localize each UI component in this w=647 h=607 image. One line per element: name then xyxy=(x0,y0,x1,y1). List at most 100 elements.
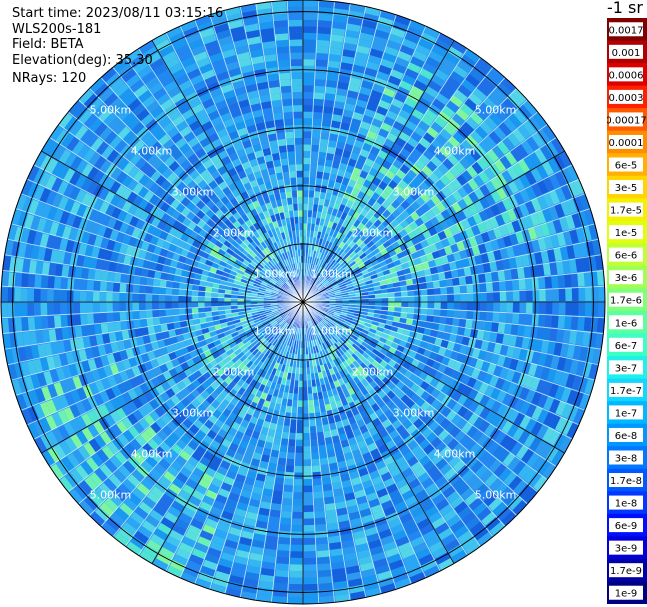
beta-cell xyxy=(218,444,229,455)
beta-cell xyxy=(241,230,249,239)
ray-separator xyxy=(302,301,427,579)
beta-cell xyxy=(510,324,519,336)
beta-cell xyxy=(87,324,96,336)
beta-cell xyxy=(396,237,406,246)
beta-cell xyxy=(434,257,443,266)
beta-cell xyxy=(272,490,284,498)
beta-cell xyxy=(484,454,497,469)
beta-cell xyxy=(202,559,218,571)
beta-cell xyxy=(192,313,200,320)
beta-cell xyxy=(336,357,343,365)
beta-cell xyxy=(218,236,227,245)
beta-cell xyxy=(431,344,441,354)
beta-cell xyxy=(411,506,425,518)
beta-cell xyxy=(372,227,381,236)
beta-cell xyxy=(415,489,429,501)
beta-cell xyxy=(408,478,421,490)
beta-cell xyxy=(153,271,162,280)
beta-cell xyxy=(401,334,410,342)
beta-cell xyxy=(352,64,365,74)
beta-cell xyxy=(421,302,428,309)
ray-separator xyxy=(7,301,304,366)
beta-cell xyxy=(345,381,353,390)
beta-cell xyxy=(385,439,396,450)
beta-cell xyxy=(395,114,408,126)
beta-cell xyxy=(515,231,525,244)
beta-cell xyxy=(343,42,357,52)
beta-cell xyxy=(501,379,512,392)
beta-cell xyxy=(58,149,72,165)
beta-cell xyxy=(33,185,45,201)
beta-cell xyxy=(356,45,370,55)
beta-cell xyxy=(179,450,192,462)
beta-cell xyxy=(314,317,320,324)
beta-cell xyxy=(360,225,369,234)
beta-cell xyxy=(461,421,473,434)
ray-separator xyxy=(100,77,304,303)
beta-cell xyxy=(538,276,546,289)
ray-separator xyxy=(26,178,304,303)
beta-cell xyxy=(222,545,237,556)
beta-cell xyxy=(376,23,392,34)
beta-cell xyxy=(234,555,249,566)
beta-cell xyxy=(447,294,454,302)
beta-cell xyxy=(364,436,375,446)
beta-cell xyxy=(237,208,246,217)
beta-cell xyxy=(137,186,149,199)
beta-cell xyxy=(260,283,267,288)
beta-cell xyxy=(461,374,471,385)
beta-cell xyxy=(391,321,400,328)
beta-cell xyxy=(119,502,134,517)
beta-cell xyxy=(401,307,408,313)
beta-cell xyxy=(272,595,288,604)
beta-cell xyxy=(525,185,537,200)
beta-cell xyxy=(468,92,483,107)
beta-cell xyxy=(464,438,477,451)
beta-cell xyxy=(178,282,187,290)
beta-cell xyxy=(512,426,525,441)
beta-cell xyxy=(358,555,373,566)
beta-cell xyxy=(481,511,497,526)
beta-cell xyxy=(329,541,342,550)
beta-cell xyxy=(64,152,77,168)
beta-cell xyxy=(226,498,239,508)
beta-cell xyxy=(366,240,375,248)
beta-cell xyxy=(271,368,278,376)
beta-cell xyxy=(200,358,210,367)
beta-cell xyxy=(476,82,492,97)
beta-cell xyxy=(162,241,171,251)
beta-cell xyxy=(352,449,362,458)
beta-cell xyxy=(331,282,338,287)
beta-cell xyxy=(322,172,330,180)
beta-cell xyxy=(349,379,357,388)
beta-cell xyxy=(184,296,192,302)
beta-cell xyxy=(242,455,253,465)
beta-cell xyxy=(303,256,306,263)
beta-cell xyxy=(466,293,474,302)
beta-cell xyxy=(349,470,360,480)
beta-cell xyxy=(263,548,277,557)
beta-cell xyxy=(384,257,393,265)
beta-cell xyxy=(303,170,310,178)
beta-cell xyxy=(163,470,176,483)
beta-cell xyxy=(252,230,260,239)
beta-cell xyxy=(331,21,347,30)
beta-cell xyxy=(330,548,344,557)
beta-cell xyxy=(478,170,490,184)
beta-cell xyxy=(495,332,504,344)
beta-cell xyxy=(344,451,354,461)
beta-cell xyxy=(357,373,365,382)
beta-cell xyxy=(82,256,91,269)
beta-cell xyxy=(393,232,402,241)
beta-cell xyxy=(74,229,85,243)
beta-cell xyxy=(289,432,297,440)
beta-cell xyxy=(130,439,142,452)
beta-cell xyxy=(493,342,503,354)
beta-cell xyxy=(358,354,367,363)
beta-cell xyxy=(426,143,439,156)
beta-cell xyxy=(445,317,454,326)
beta-cell xyxy=(349,224,357,233)
beta-cell xyxy=(457,326,466,336)
beta-cell xyxy=(419,455,432,467)
beta-cell xyxy=(426,281,434,289)
